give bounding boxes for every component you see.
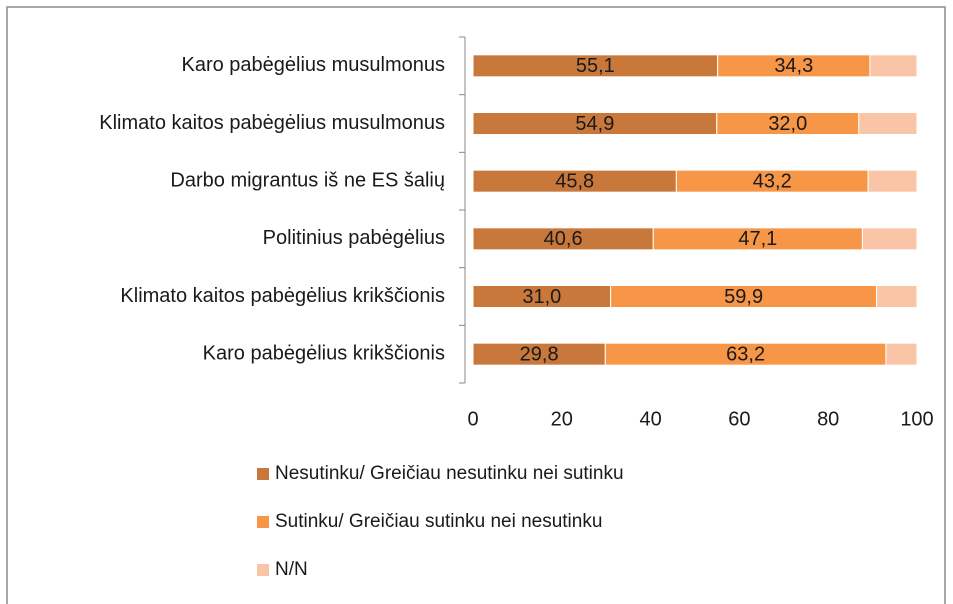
data-label: 43,2 [753,170,792,192]
data-label: 54,9 [575,113,614,135]
bar-segment [885,342,918,366]
y-tick-label: Darbo migrantus iš ne ES šalių [170,169,445,191]
data-label: 55,1 [576,55,615,77]
bar-segment [861,227,918,251]
bar-segment [876,285,918,308]
y-tick-label: Politinius pabėgėlius [263,227,445,249]
data-label: 47,1 [738,228,777,250]
legend-swatch [257,564,269,576]
data-label: 32,0 [768,113,807,135]
y-tick-label: Klimato kaitos pabėgėlius musulmonus [99,112,445,134]
data-label: 29,8 [520,343,559,365]
data-label: 45,8 [555,170,594,192]
legend-swatch [257,468,269,480]
y-tick-label: Karo pabėgėlius krikščionis [203,342,445,364]
frame [6,6,946,604]
data-label: 31,0 [522,286,561,308]
x-tick-label: 100 [900,408,933,430]
legend-swatch [257,516,269,528]
bar-segment [869,54,918,78]
x-tick-label: 60 [728,408,750,430]
data-label: 59,9 [724,286,763,308]
x-tick-label: 20 [551,408,573,430]
x-tick-label: 0 [467,408,478,430]
legend-label: Sutinku/ Greičiau sutinku nei nesutinku [275,511,602,532]
y-tick-label: Karo pabėgėlius musulmonus [182,54,446,76]
data-label: 63,2 [726,343,765,365]
legend-label: N/N [275,559,308,580]
x-tick-label: 40 [639,408,661,430]
data-label: 34,3 [774,55,813,77]
bar-segment [867,169,918,193]
legend-label: Nesutinku/ Greičiau nesutinku nei sutink… [275,463,624,484]
bar-segment [858,112,918,135]
y-tick-label: Klimato kaitos pabėgėlius krikščionis [120,285,445,307]
data-label: 40,6 [544,228,583,250]
x-tick-label: 80 [817,408,839,430]
